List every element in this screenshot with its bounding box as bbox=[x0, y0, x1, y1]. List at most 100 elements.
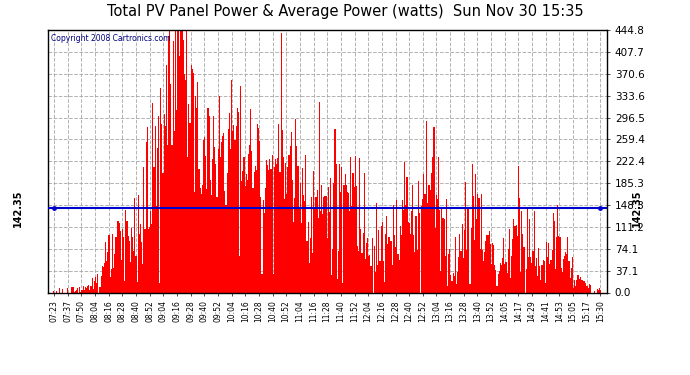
Bar bbox=[440, 271, 442, 292]
Bar bbox=[175, 30, 176, 292]
Bar bbox=[299, 183, 301, 292]
Bar bbox=[485, 242, 486, 292]
Bar bbox=[224, 190, 226, 292]
Bar bbox=[184, 74, 185, 292]
Bar bbox=[158, 116, 159, 292]
Bar bbox=[451, 281, 453, 292]
Bar bbox=[396, 200, 397, 292]
Bar bbox=[375, 272, 376, 292]
Bar bbox=[251, 151, 253, 292]
Bar bbox=[177, 30, 178, 292]
Bar bbox=[401, 235, 402, 292]
Bar bbox=[279, 172, 281, 292]
Bar bbox=[368, 256, 369, 292]
Bar bbox=[139, 234, 140, 292]
Bar bbox=[548, 243, 549, 292]
Bar bbox=[380, 261, 381, 292]
Bar bbox=[442, 218, 444, 292]
Bar bbox=[142, 264, 144, 292]
Bar bbox=[487, 235, 489, 292]
Bar bbox=[404, 162, 405, 292]
Bar bbox=[599, 288, 600, 292]
Bar bbox=[281, 33, 282, 292]
Bar bbox=[138, 195, 139, 292]
Bar bbox=[324, 196, 326, 292]
Bar bbox=[197, 82, 199, 292]
Bar bbox=[266, 160, 267, 292]
Bar bbox=[113, 268, 114, 292]
Bar bbox=[273, 274, 274, 292]
Bar bbox=[71, 287, 72, 292]
Bar bbox=[204, 137, 205, 292]
Bar bbox=[351, 206, 353, 292]
Bar bbox=[509, 229, 510, 292]
Bar bbox=[503, 238, 504, 292]
Bar bbox=[296, 146, 297, 292]
Bar bbox=[221, 142, 222, 292]
Bar bbox=[584, 282, 585, 292]
Bar bbox=[190, 65, 192, 292]
Bar bbox=[547, 257, 548, 292]
Bar bbox=[366, 243, 367, 292]
Bar bbox=[192, 69, 193, 292]
Bar bbox=[546, 242, 547, 292]
Bar bbox=[293, 222, 294, 292]
Bar bbox=[212, 159, 213, 292]
Bar bbox=[393, 205, 394, 292]
Bar bbox=[378, 230, 380, 292]
Bar bbox=[382, 222, 383, 292]
Bar bbox=[500, 263, 501, 292]
Bar bbox=[152, 103, 153, 292]
Bar bbox=[303, 195, 304, 292]
Bar bbox=[475, 174, 476, 292]
Bar bbox=[469, 285, 471, 292]
Bar bbox=[183, 40, 184, 292]
Bar bbox=[264, 213, 265, 292]
Bar bbox=[538, 248, 539, 292]
Text: Total PV Panel Power & Average Power (watts)  Sun Nov 30 15:35: Total PV Panel Power & Average Power (wa… bbox=[107, 4, 583, 19]
Bar bbox=[180, 30, 181, 292]
Bar bbox=[446, 199, 447, 292]
Bar bbox=[529, 219, 530, 292]
Bar bbox=[433, 127, 435, 292]
Bar bbox=[239, 255, 240, 292]
Bar bbox=[62, 289, 63, 292]
Bar bbox=[363, 233, 364, 292]
Bar bbox=[395, 247, 396, 292]
Bar bbox=[455, 237, 456, 292]
Bar bbox=[406, 177, 408, 292]
Bar bbox=[130, 262, 131, 292]
Bar bbox=[131, 228, 132, 292]
Bar bbox=[391, 241, 392, 292]
Bar bbox=[188, 105, 190, 292]
Bar bbox=[421, 206, 422, 292]
Bar bbox=[521, 211, 522, 292]
Bar bbox=[358, 251, 359, 292]
Bar bbox=[135, 256, 137, 292]
Bar bbox=[67, 288, 68, 292]
Bar bbox=[356, 186, 357, 292]
Bar bbox=[578, 279, 580, 292]
Bar bbox=[346, 185, 347, 292]
Bar bbox=[277, 158, 278, 292]
Bar bbox=[229, 113, 230, 292]
Bar bbox=[515, 225, 517, 292]
Bar bbox=[87, 286, 88, 292]
Bar bbox=[428, 186, 429, 292]
Bar bbox=[512, 239, 513, 292]
Bar bbox=[589, 284, 590, 292]
Bar bbox=[272, 155, 273, 292]
Bar bbox=[472, 164, 473, 292]
Bar bbox=[133, 251, 135, 292]
Bar bbox=[573, 288, 574, 292]
Bar bbox=[555, 268, 556, 292]
Bar bbox=[491, 264, 492, 292]
Bar bbox=[246, 174, 247, 292]
Bar bbox=[86, 288, 87, 292]
Bar bbox=[132, 237, 133, 292]
Bar bbox=[590, 285, 591, 292]
Bar bbox=[419, 213, 420, 292]
Bar bbox=[518, 165, 519, 292]
Bar bbox=[276, 164, 277, 292]
Bar bbox=[390, 242, 391, 292]
